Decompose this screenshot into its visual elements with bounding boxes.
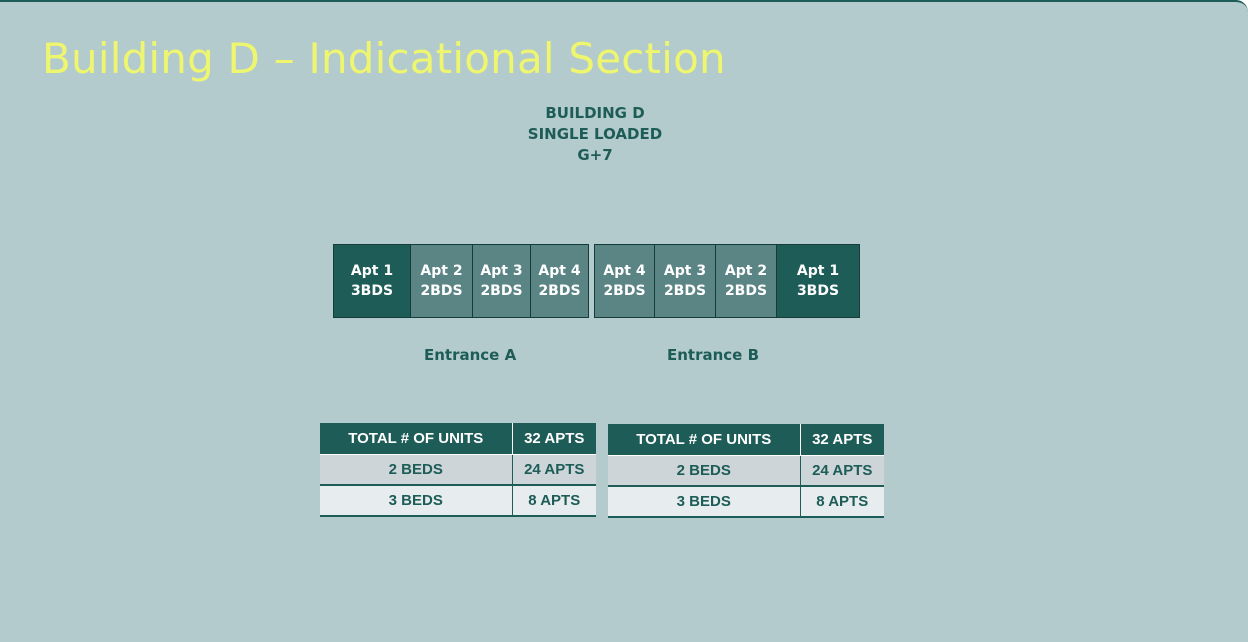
table-cell: 8 APTS — [512, 485, 596, 517]
apartment-beds: 2BDS — [538, 283, 581, 299]
slide-title: Building D – Indicational Section — [42, 34, 726, 83]
table-cell: 24 APTS — [800, 455, 884, 487]
subtitle-line-floors: G+7 — [577, 146, 613, 164]
table-row: 3 BEDS 8 APTS — [608, 486, 884, 518]
table-row: 3 BEDS 8 APTS — [320, 485, 596, 517]
apartment-beds: 2BDS — [603, 283, 646, 299]
apartment-beds: 2BDS — [724, 283, 768, 299]
table-cell: 24 APTS — [512, 454, 596, 486]
apartment-cell: Apt 1 3BDS — [777, 245, 859, 317]
table-cell: TOTAL # OF UNITS — [608, 424, 801, 456]
table-cell: 8 APTS — [800, 486, 884, 518]
table-cell: 3 BEDS — [320, 485, 513, 517]
apartment-cell: Apt 2 2BDS — [411, 245, 473, 317]
entrance-a-apartment-block: Apt 1 3BDS Apt 2 2BDS Apt 3 2BDS Apt 4 2… — [333, 244, 589, 318]
apartment-cell: Apt 3 2BDS — [655, 245, 716, 317]
table-cell: 32 APTS — [800, 424, 884, 456]
table-cell: 32 APTS — [512, 423, 596, 455]
apartment-name: Apt 2 — [724, 263, 768, 279]
apartment-beds: 2BDS — [480, 283, 523, 299]
apartment-cell: Apt 4 2BDS — [595, 245, 655, 317]
apartment-name: Apt 2 — [420, 263, 463, 279]
table-row: 2 BEDS 24 APTS — [320, 454, 596, 486]
apartment-beds: 3BDS — [350, 283, 394, 299]
apartment-name: Apt 4 — [538, 263, 581, 279]
building-subtitle: BUILDING D SINGLE LOADED G+7 — [495, 103, 695, 166]
subtitle-line-building: BUILDING D — [545, 104, 645, 122]
entrance-b-apartment-block: Apt 4 2BDS Apt 3 2BDS Apt 2 2BDS Apt 1 3… — [594, 244, 860, 318]
apartment-name: Apt 3 — [480, 263, 523, 279]
entrance-a-label: Entrance A — [424, 346, 517, 364]
table-row: 2 BEDS 24 APTS — [608, 455, 884, 487]
entrance-b-label: Entrance B — [667, 346, 760, 364]
units-table-a: TOTAL # OF UNITS 32 APTS 2 BEDS 24 APTS … — [320, 423, 596, 517]
table-row: TOTAL # OF UNITS 32 APTS — [608, 424, 884, 456]
apartment-beds: 2BDS — [663, 283, 707, 299]
apartment-cell: Apt 3 2BDS — [473, 245, 531, 317]
table-cell: 2 BEDS — [320, 454, 513, 486]
table-cell: TOTAL # OF UNITS — [320, 423, 513, 455]
table-cell: 3 BEDS — [608, 486, 801, 518]
apartment-beds: 2BDS — [420, 283, 463, 299]
units-table-b: TOTAL # OF UNITS 32 APTS 2 BEDS 24 APTS … — [608, 424, 884, 518]
table-row: TOTAL # OF UNITS 32 APTS — [320, 423, 596, 455]
table-cell: 2 BEDS — [608, 455, 801, 487]
apartment-beds: 3BDS — [796, 283, 840, 299]
apartment-name: Apt 3 — [663, 263, 707, 279]
subtitle-line-type: SINGLE LOADED — [527, 125, 663, 143]
apartment-name: Apt 4 — [603, 263, 646, 279]
apartment-name: Apt 1 — [796, 263, 840, 279]
apartment-cell: Apt 4 2BDS — [531, 245, 588, 317]
apartment-cell: Apt 1 3BDS — [334, 245, 411, 317]
apartment-cell: Apt 2 2BDS — [716, 245, 777, 317]
apartment-name: Apt 1 — [350, 263, 394, 279]
